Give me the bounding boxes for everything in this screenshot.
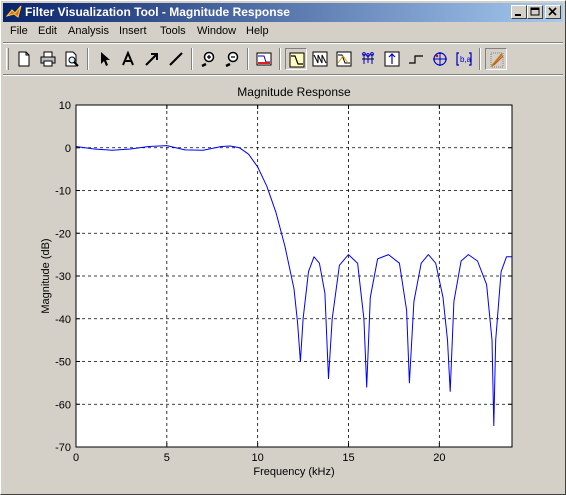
menu-separator [3,42,563,44]
toolbar-separator [279,48,281,70]
print-icon [40,51,56,67]
y-tick-label: -10 [55,186,71,198]
menu-edit[interactable]: Edit [38,25,57,37]
minimize-icon [515,14,521,16]
new-icon [18,51,30,67]
toolbar-separator [191,48,193,70]
y-tick-label: -30 [55,271,71,283]
svg-text:b,a: b,a [460,55,472,64]
grid-lines [76,105,512,447]
y-tick-label: -60 [55,399,71,411]
y-tick-label: -40 [55,314,71,326]
series-group [75,145,512,427]
print-preview-icon [65,51,79,67]
x-tick-label: 5 [164,452,170,464]
insert-text-button[interactable] [117,48,139,70]
line-icon [169,52,183,66]
y-tick-label: 0 [65,143,71,155]
filter-spec-icon [256,52,272,66]
minimize-button[interactable] [511,5,527,19]
close-icon [548,7,557,16]
menu-file[interactable]: File [10,25,28,37]
y-tick-labels: 10 0 -10 -20 -30 -40 -50 -60 -70 [55,100,71,454]
toolbar: b,a [3,45,563,73]
phase-response-button[interactable] [309,48,331,70]
x-tick-labels: 0 5 10 15 20 [73,452,446,464]
magnitude-response-line [75,145,512,427]
pole-zero-plot-button[interactable] [429,48,451,70]
magnitude-and-phase-button[interactable] [333,48,355,70]
step-response-button[interactable] [405,48,427,70]
text-icon [122,51,134,66]
toolbar-separator [247,48,249,70]
print-button[interactable] [37,48,59,70]
mag-phase-icon [336,51,352,67]
menu-tools[interactable]: Tools [160,25,186,37]
x-tick-label: 15 [342,452,354,464]
zoom-in-button[interactable] [197,48,219,70]
step-response-icon [409,55,423,64]
coefficients-icon: b,a [456,52,472,66]
x-tick-label: 20 [433,452,445,464]
menu-window[interactable]: Window [197,25,237,37]
insert-line-button[interactable] [165,48,187,70]
edit-plot-button[interactable] [93,48,115,70]
menu-help[interactable]: Help [246,25,269,37]
figure-canvas: 0 5 10 15 20 10 0 -10 -20 -30 -40 -50 -60 -70 Magnit… [3,77,563,492]
magnitude-response-icon [289,52,305,68]
group-delay-icon [362,52,374,64]
title-bar[interactable]: Filter Visualization Tool - Magnitude Re… [3,3,563,22]
toolbar-separator-line [3,74,563,76]
maximize-button[interactable] [527,5,543,19]
toolbar-separator [479,48,481,70]
x-tick-label: 10 [252,452,264,464]
insert-arrow-button[interactable] [141,48,163,70]
zoom-in-icon [201,51,215,67]
pointer-icon [101,52,110,66]
plot-title: Magnitude Response [237,85,351,99]
window-title: Filter Visualization Tool - Magnitude Re… [25,5,290,19]
menu-insert[interactable]: Insert [119,25,147,37]
y-axis-label: Magnitude (dB) [40,238,52,313]
zoom-out-button[interactable] [221,48,243,70]
print-preview-button[interactable] [61,48,83,70]
legend-button[interactable] [485,48,507,70]
toolbar-grip[interactable] [6,48,9,70]
filter-specifications-button[interactable] [253,48,275,70]
legend-icon [490,52,504,68]
magnitude-plot[interactable]: 0 5 10 15 20 10 0 -10 -20 -30 -40 -50 -60 -70 Magnit… [3,77,563,492]
pole-zero-icon [433,52,447,66]
y-tick-label: -20 [55,228,71,240]
close-button[interactable] [545,5,561,19]
maximize-icon [530,7,540,16]
x-axis-label: Frequency (kHz) [253,466,334,478]
arrow-icon [145,53,158,66]
y-tick-label: -50 [55,357,71,369]
magnitude-response-button[interactable] [285,48,307,70]
x-tick-label: 0 [73,452,79,464]
y-tick-label: -70 [55,442,71,454]
impulse-response-button[interactable] [381,48,403,70]
menu-bar: File Edit Analysis Insert Tools Window H… [3,23,563,41]
toolbar-separator [87,48,89,70]
y-tick-label: 10 [59,100,71,112]
filter-coefficients-button[interactable]: b,a [453,48,475,70]
impulse-response-icon [384,51,400,67]
matlab-logo-icon [6,5,22,18]
tick-marks [75,104,512,448]
new-figure-button[interactable] [13,48,35,70]
zoom-out-icon [225,51,239,67]
phase-response-icon [312,51,328,67]
group-delay-button[interactable] [357,48,379,70]
menu-analysis[interactable]: Analysis [68,25,109,37]
